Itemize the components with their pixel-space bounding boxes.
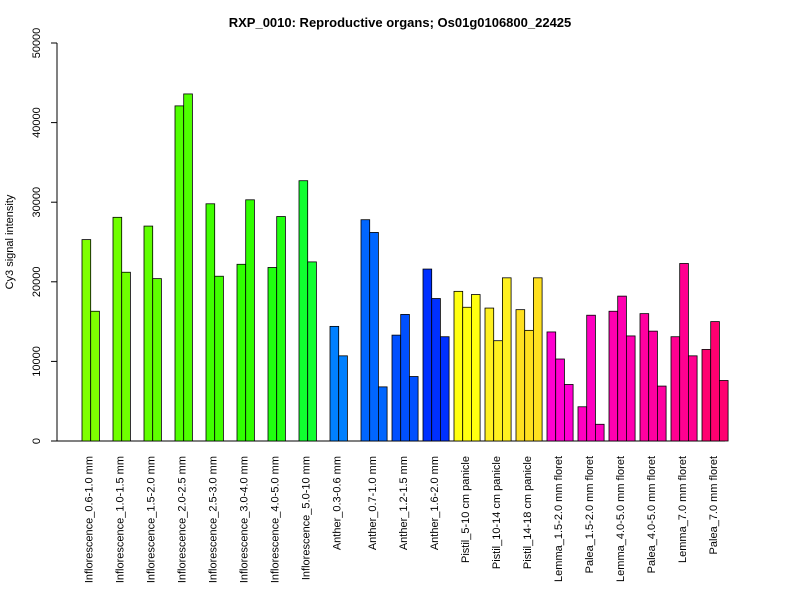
bar-series: [81, 93, 729, 442]
bar: [595, 423, 605, 442]
bar: [112, 216, 123, 442]
category-label: Inflorescence_5.0-10 mm: [301, 456, 313, 580]
bar: [608, 310, 619, 442]
bar: [515, 309, 526, 442]
category-label: Inflorescence_2.0-2.5 mm: [177, 456, 189, 583]
bar: [524, 329, 534, 442]
y-axis-title: Cy3 signal intensity: [4, 194, 16, 289]
bar: [586, 314, 596, 442]
bar: [377, 386, 388, 442]
category-label: Anther_0.3-0.6 mm: [332, 456, 344, 550]
category-label: Inflorescence_1.0-1.5 mm: [115, 456, 127, 583]
bar: [338, 355, 348, 442]
bar: [408, 376, 419, 442]
bar: [639, 313, 650, 442]
bar: [462, 306, 472, 442]
bar: [422, 268, 433, 442]
bar: [564, 384, 574, 442]
bar: [236, 263, 247, 442]
bar: [121, 271, 131, 442]
bar: [701, 349, 712, 442]
bar: [90, 310, 100, 442]
y-tick-label: 50000: [31, 28, 43, 59]
category-label: Lemma_4.0-5.0 mm floret: [615, 456, 627, 582]
bar: [214, 275, 224, 442]
category-label: Inflorescence_0.6-1.0 mm: [84, 456, 96, 583]
y-axis: 0 10000 20000 30000 40000 50000: [31, 28, 58, 444]
y-tick-label: 20000: [31, 267, 43, 298]
bar: [577, 406, 588, 442]
category-label: Palea_1.5-2.0 mm floret: [584, 456, 596, 573]
y-tick-label: 30000: [31, 187, 43, 218]
category-label: Palea_4.0-5.0 mm floret: [646, 456, 658, 573]
bar: [617, 295, 627, 442]
category-label: Palea_7.0 mm floret: [708, 456, 720, 554]
bar: [267, 267, 278, 442]
bar: [439, 336, 450, 442]
bar: [369, 232, 379, 442]
bar: [670, 336, 681, 442]
category-label: Pistil_14-18 cm panicle: [522, 456, 534, 569]
bar: [307, 261, 317, 442]
bar: [329, 325, 340, 442]
bar: [501, 277, 512, 442]
bar: [453, 290, 464, 442]
category-label: Anther_1.6-2.0 mm: [429, 456, 441, 550]
bar: [152, 278, 162, 442]
category-labels: Inflorescence_0.6-1.0 mm Inflorescence_1.…: [84, 456, 720, 583]
y-tick-label: 10000: [31, 346, 43, 377]
bar: [400, 314, 410, 442]
y-tick-label: 0: [31, 438, 43, 444]
bar: [719, 380, 729, 442]
category-label: Inflorescence_2.5-3.0 mm: [208, 456, 220, 583]
chart-title: RXP_0010: Reproductive organs; Os01g0106…: [229, 15, 572, 30]
bar: [688, 355, 698, 442]
category-label: Pistil_5-10 cm panicle: [460, 456, 472, 563]
bar: [710, 321, 720, 442]
bar: [484, 307, 495, 442]
bar: [391, 334, 402, 442]
bar: [298, 180, 309, 442]
bar: [648, 330, 658, 442]
category-label: Inflorescence_1.5-2.0 mm: [146, 456, 158, 583]
bar: [657, 385, 667, 442]
bar: [431, 298, 441, 442]
bar: [360, 219, 371, 442]
bar: [183, 93, 193, 442]
category-label: Anther_0.7-1.0 mm: [367, 456, 379, 550]
y-tick-label: 40000: [31, 107, 43, 138]
bar: [81, 239, 92, 442]
bar: [174, 105, 185, 442]
bar: [679, 263, 689, 442]
category-label: Inflorescence_3.0-4.0 mm: [239, 456, 251, 583]
bar: [470, 294, 481, 442]
bar: [555, 358, 565, 442]
bar: [493, 340, 503, 442]
bar: [546, 331, 557, 442]
bar: [245, 199, 255, 442]
category-label: Pistil_10-14 cm panicle: [491, 456, 503, 569]
bar: [276, 216, 286, 442]
bar: [143, 225, 154, 442]
category-label: Anther_1.2-1.5 mm: [398, 456, 410, 550]
bar: [626, 335, 636, 442]
category-label: Lemma_7.0 mm floret: [677, 456, 689, 563]
category-label: Inflorescence_4.0-5.0 mm: [270, 456, 282, 583]
bar: [533, 277, 543, 442]
bar: [205, 203, 216, 442]
category-label: Lemma_1.5-2.0 mm floret: [553, 456, 565, 582]
